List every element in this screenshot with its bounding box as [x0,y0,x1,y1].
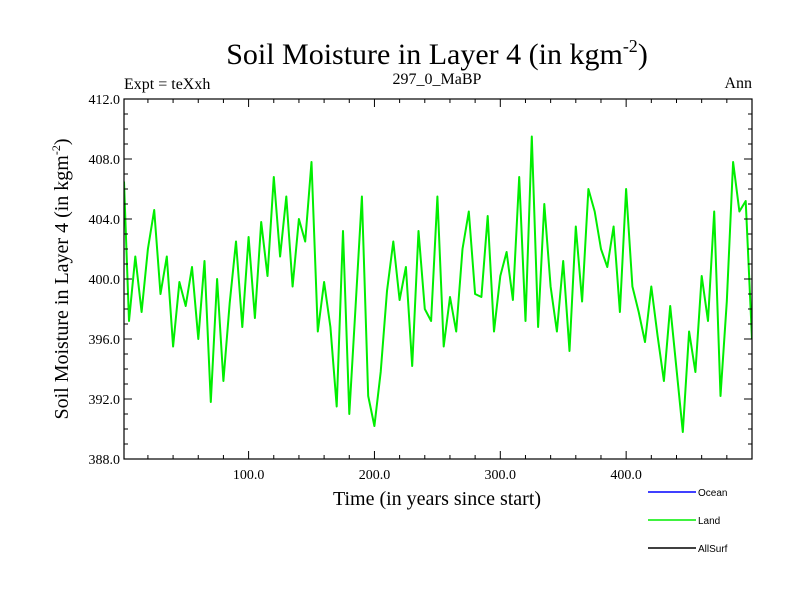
y-tick-label: 408.0 [89,153,121,168]
plot-frame [123,98,753,460]
y-tick-label: 388.0 [89,453,121,468]
y-tick-label: 396.0 [89,333,121,348]
x-tick-label: 400.0 [610,468,642,483]
season-label: Ann [724,75,752,92]
legend-label-ocean: Ocean [698,488,727,499]
chart-title: Soil Moisture in Layer 4 (in kgm-2) [226,36,648,71]
legend: Ocean Land AllSurf [648,488,728,555]
y-tick-label: 412.0 [89,93,121,108]
legend-label-land: Land [698,516,720,527]
period-label: 297_0_MaBP [393,71,482,88]
x-tick-label: 100.0 [233,468,265,483]
x-tick-label: 300.0 [485,468,517,483]
x-axis-label: Time (in years since start) [333,488,541,510]
y-tick-label: 404.0 [89,213,121,228]
experiment-label: Expt = teXxh [124,76,210,93]
land-series-line [124,135,752,433]
y-axis-label: Soil Moisture in Layer 4 (in kgm-2) [49,138,73,419]
y-tick-label: 392.0 [89,393,121,408]
plot-axes: 100.0 200.0 300.0 400.0 388.0 392.0 396.0 400.0… [89,93,753,483]
legend-label-allsurf: AllSurf [698,544,728,555]
x-tick-label: 200.0 [359,468,391,483]
y-tick-label: 400.0 [89,273,121,288]
